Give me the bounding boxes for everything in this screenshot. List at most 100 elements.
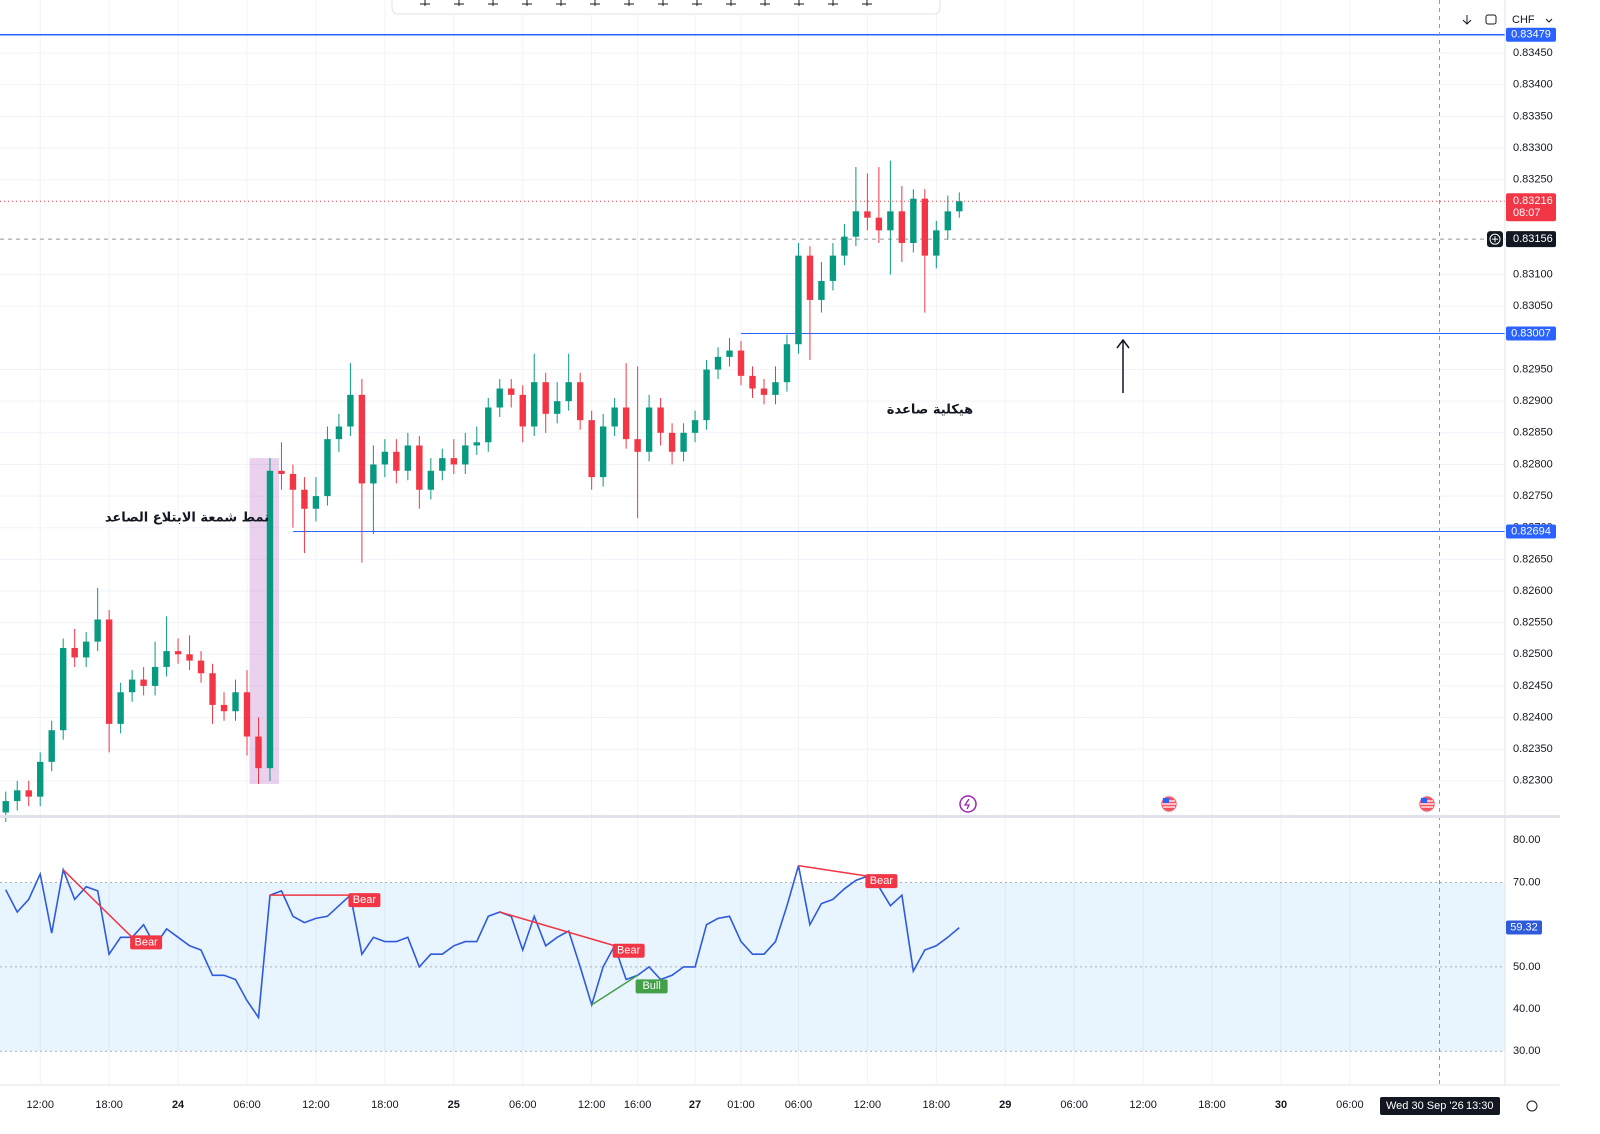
divergence-tag bbox=[612, 943, 645, 958]
arrow bbox=[1116, 338, 1130, 393]
toolbar-icon[interactable] bbox=[726, 0, 736, 6]
currency-label: CHF bbox=[1512, 14, 1535, 26]
rsi-value-tag bbox=[1506, 920, 1542, 935]
divergence-tag bbox=[348, 893, 381, 908]
divergence-label: Bear bbox=[134, 936, 158, 948]
x-tick-label: 06:00 bbox=[1060, 1099, 1088, 1111]
candle-body bbox=[416, 445, 423, 490]
candle-body bbox=[381, 451, 389, 465]
divergence-label: Bear bbox=[870, 875, 894, 887]
toolbar-icon[interactable] bbox=[760, 0, 770, 6]
candle-body bbox=[128, 679, 136, 693]
crosshair-plus-sign bbox=[1492, 236, 1498, 243]
candle-body bbox=[232, 692, 239, 712]
x-tick-label: 12:00 bbox=[1129, 1099, 1157, 1111]
candle-body bbox=[714, 356, 722, 370]
candle-body bbox=[795, 255, 802, 345]
candle-body bbox=[588, 420, 595, 478]
crosshair-date: Wed 30 Sep '26 bbox=[1386, 1100, 1464, 1112]
candle-body bbox=[105, 619, 113, 724]
candle-body bbox=[324, 439, 331, 497]
y-tick-label: 0.83250 bbox=[1513, 174, 1553, 186]
currency-caret[interactable] bbox=[1545, 18, 1553, 23]
toolbar-icon[interactable] bbox=[828, 0, 838, 6]
toolbar-icon[interactable] bbox=[862, 0, 872, 6]
candle-body bbox=[450, 458, 457, 465]
divergence-tag bbox=[130, 935, 163, 950]
divergence-label: Bull bbox=[642, 980, 660, 992]
candle-body bbox=[289, 473, 297, 490]
candle-body bbox=[576, 382, 584, 421]
divergence-line bbox=[499, 911, 615, 947]
engulfing-highlight bbox=[249, 458, 279, 784]
toolbar-icon[interactable] bbox=[522, 0, 532, 6]
candle-body bbox=[117, 692, 124, 724]
toolbar-icon[interactable] bbox=[624, 0, 634, 6]
candle-body bbox=[956, 201, 963, 212]
price-line-label: 0.83479 bbox=[1511, 29, 1551, 41]
x-tick-label: 25 bbox=[448, 1099, 460, 1111]
candle-body bbox=[335, 426, 343, 440]
rsi-value-label: 59.32 bbox=[1510, 921, 1538, 933]
toolbar-icon[interactable] bbox=[658, 0, 668, 6]
candle-body bbox=[2, 801, 9, 813]
auto-scale-icon[interactable] bbox=[1485, 14, 1497, 25]
candle-body bbox=[818, 280, 825, 300]
panels bbox=[0, 882, 1505, 1052]
event-flag-canton bbox=[1163, 798, 1169, 803]
candle-body bbox=[944, 211, 952, 231]
toolbar-icon[interactable] bbox=[590, 0, 600, 6]
candle-body bbox=[220, 704, 228, 712]
x-tick-label: 06:00 bbox=[1336, 1099, 1364, 1111]
event-icon[interactable] bbox=[959, 795, 977, 813]
scroll-down-icon[interactable] bbox=[1462, 15, 1472, 25]
x-tick-label: 18:00 bbox=[923, 1099, 951, 1111]
toolbar-icon[interactable] bbox=[420, 0, 430, 6]
candle-body bbox=[898, 211, 906, 243]
y-tick-label: 0.82500 bbox=[1513, 648, 1553, 660]
crosshair-price-tag bbox=[1506, 231, 1556, 248]
divergence-tag bbox=[865, 874, 898, 889]
candle-body bbox=[197, 660, 205, 674]
x-tick-label: 01:00 bbox=[727, 1099, 755, 1111]
candle-body bbox=[760, 388, 768, 395]
annotation: هيكلية صاعدة bbox=[887, 403, 973, 418]
candle-body bbox=[703, 369, 710, 421]
y-tick-label: 0.83050 bbox=[1513, 300, 1553, 312]
candle-body bbox=[634, 439, 641, 452]
candle-body bbox=[278, 470, 285, 474]
candle-body bbox=[657, 407, 664, 433]
countdown-label: 08:07 bbox=[1513, 207, 1541, 219]
price-line-label: 0.82694 bbox=[1511, 525, 1551, 537]
rsi-tick-label: 40.00 bbox=[1513, 1003, 1541, 1015]
crosshair-price-label: 0.83156 bbox=[1513, 233, 1553, 245]
toolbar-icon[interactable] bbox=[794, 0, 804, 6]
rsi-line bbox=[4, 865, 960, 1020]
toolbar-icon[interactable] bbox=[454, 0, 464, 6]
crosshair-plus-ring bbox=[1489, 233, 1501, 245]
candle-body bbox=[186, 654, 193, 661]
candle-body bbox=[921, 198, 929, 256]
toolbar-icon[interactable] bbox=[556, 0, 566, 6]
toolbar-icon[interactable] bbox=[488, 0, 498, 6]
candle-body bbox=[887, 211, 894, 231]
candle-body bbox=[875, 217, 883, 231]
candle-body bbox=[864, 211, 871, 218]
rsi-tick-label: 50.00 bbox=[1513, 961, 1541, 973]
y-tick-label: 0.82800 bbox=[1513, 458, 1553, 470]
grid bbox=[0, 0, 1505, 1085]
candle-body bbox=[473, 442, 480, 446]
y-tick-label: 0.82450 bbox=[1513, 680, 1553, 692]
x-tick-label: 30 bbox=[1275, 1099, 1287, 1111]
candle-body bbox=[508, 388, 515, 395]
candle-body bbox=[14, 790, 21, 802]
candle-body bbox=[622, 407, 630, 440]
settings-icon[interactable] bbox=[1526, 1100, 1538, 1112]
y-tick-label: 0.82900 bbox=[1513, 395, 1553, 407]
crosshair-time: 13:30 bbox=[1466, 1100, 1494, 1112]
candle-body bbox=[852, 211, 860, 237]
toolbar-icon[interactable] bbox=[692, 0, 702, 6]
candle-body bbox=[485, 407, 492, 443]
y-tick-label: 0.82650 bbox=[1513, 553, 1553, 565]
